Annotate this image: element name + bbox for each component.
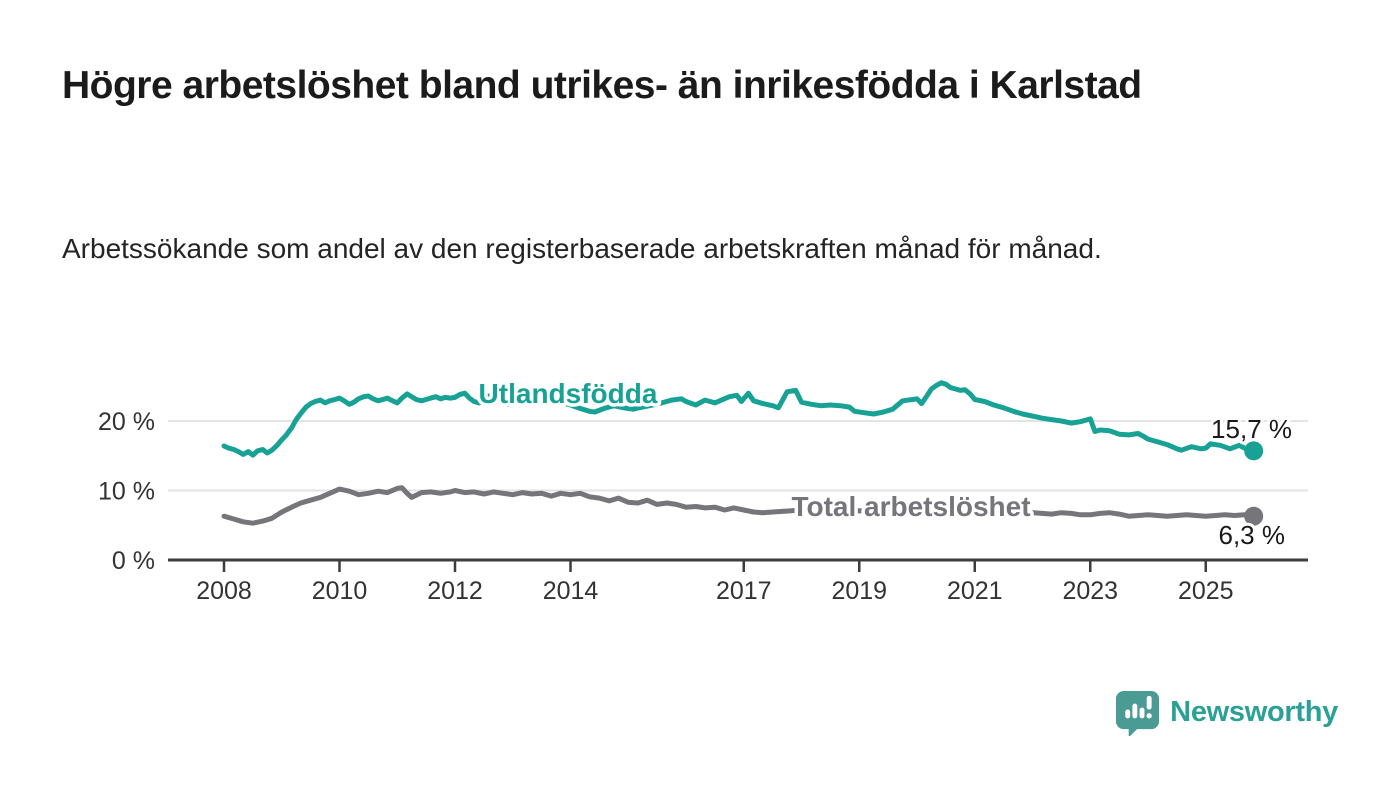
x-tick-label-2021: 2021 — [947, 577, 1003, 605]
newsworthy-logo-text: Newsworthy — [1170, 695, 1338, 728]
series-label-utlandsfodda: Utlandsfödda — [479, 378, 658, 409]
x-tick-label-2014: 2014 — [543, 577, 599, 605]
newsworthy-branding: Newsworthy — [1114, 688, 1338, 736]
newsworthy-chart-bubble-icon — [1116, 690, 1160, 736]
y-tick-label-0-percent: 0 % — [112, 547, 155, 575]
end-value-label-utlandsfodda: 15,7 % — [1211, 414, 1292, 444]
end-value-label-total-arbetsloshet: 6,3 % — [1219, 520, 1286, 550]
series-end-dot-total-arbetsloshet — [1244, 506, 1264, 526]
x-tick-label-2019: 2019 — [831, 577, 887, 605]
series-label-total-arbetsloshet: Total arbetslöshet — [791, 491, 1030, 522]
x-tick-label-2010: 2010 — [312, 577, 368, 605]
y-tick-label-20-percent: 20 % — [98, 408, 155, 436]
series-line-total-arbetsloshet — [221, 485, 1257, 526]
x-tick-label-2012: 2012 — [427, 577, 483, 605]
x-tick-label-2017: 2017 — [716, 577, 772, 605]
chart-subtitle: Arbetssökande som andel av den registerb… — [62, 233, 1102, 264]
series-end-dot-utlandsfodda — [1244, 441, 1264, 461]
series-line-utlandsfodda — [221, 380, 1257, 458]
x-tick-label-2025: 2025 — [1178, 577, 1234, 605]
y-tick-label-10-percent: 10 % — [98, 478, 155, 506]
x-tick-label-2008: 2008 — [196, 577, 252, 605]
x-tick-label-2023: 2023 — [1062, 577, 1118, 605]
chart-title: Högre arbetslöshet bland utrikes- än inr… — [62, 64, 1142, 107]
